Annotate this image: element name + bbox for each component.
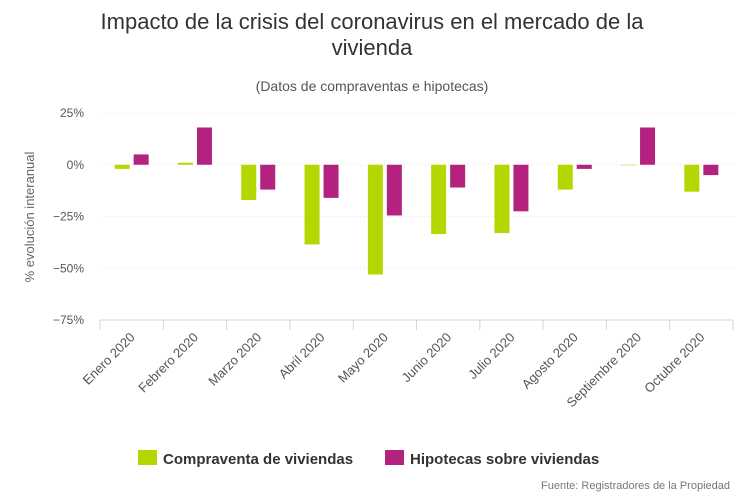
credits: Fuente: Registradores de la Propiedad: [541, 480, 730, 492]
y-tick-label: −50%: [53, 261, 84, 275]
bar-hipotecas-0: [133, 154, 149, 165]
bar-compraventa-7: [557, 164, 573, 190]
legend: Compraventa de viviendas Hipotecas sobre …: [138, 450, 599, 468]
x-tick-label: Octubre 2020: [641, 330, 707, 396]
bar-hipotecas-8: [640, 127, 656, 165]
bar-hipotecas-7: [576, 164, 592, 169]
bar-compraventa-8: [621, 164, 637, 166]
bar-hipotecas-2: [260, 164, 276, 190]
bars: [114, 127, 719, 275]
x-tick-label: Enero 2020: [80, 330, 138, 388]
legend-swatch-compraventa[interactable]: [138, 450, 157, 465]
chart-title-line-1: Impacto de la crisis del coronavirus en …: [101, 9, 645, 34]
bar-compraventa-1: [177, 162, 193, 165]
x-tick-label: Abril 2020: [276, 330, 328, 382]
legend-label-compraventa[interactable]: Compraventa de viviendas: [163, 451, 353, 468]
bar-compraventa-0: [114, 164, 130, 169]
bar-hipotecas-9: [703, 164, 719, 176]
legend-swatch-hipotecas[interactable]: [385, 450, 404, 465]
chart-subtitle: (Datos de compraventas e hipotecas): [256, 78, 489, 94]
bar-compraventa-9: [684, 164, 700, 192]
y-tick-label: 0%: [67, 158, 85, 172]
x-tick-label: Marzo 2020: [205, 330, 264, 389]
y-tick-label: −25%: [53, 210, 84, 224]
gridlines: [100, 112, 733, 269]
bar-compraventa-2: [241, 164, 257, 200]
bar-hipotecas-5: [450, 164, 466, 188]
y-axis-label: % evolución interanual: [22, 151, 37, 282]
bar-compraventa-4: [367, 164, 383, 275]
bar-compraventa-5: [431, 164, 447, 235]
x-tick-label: Junio 2020: [399, 330, 455, 386]
legend-label-hipotecas[interactable]: Hipotecas sobre viviendas: [410, 451, 599, 468]
bar-compraventa-6: [494, 164, 510, 234]
bar-hipotecas-6: [513, 164, 529, 212]
chart-title-line-2: vivienda: [332, 35, 413, 60]
bar-compraventa-3: [304, 164, 320, 245]
y-tick-label: −75%: [53, 313, 84, 327]
bar-hipotecas-4: [386, 164, 402, 216]
y-axis-ticks: 25% 0% −25% −50% −75%: [53, 106, 84, 327]
y-tick-label: 25%: [60, 106, 84, 120]
bar-hipotecas-3: [323, 164, 339, 198]
x-tick-label: Febrero 2020: [135, 330, 201, 396]
x-tick-label: Julio 2020: [465, 330, 518, 383]
x-tick-label: Mayo 2020: [335, 330, 391, 386]
bar-hipotecas-1: [196, 127, 212, 165]
x-tick-label: Agosto 2020: [519, 330, 581, 392]
